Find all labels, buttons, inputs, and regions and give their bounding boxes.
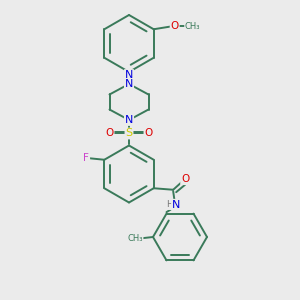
Text: N: N	[125, 115, 133, 125]
Text: CH₃: CH₃	[127, 234, 143, 243]
Text: N: N	[125, 79, 133, 89]
Text: O: O	[171, 21, 179, 31]
Text: CH₃: CH₃	[185, 22, 200, 31]
Text: N: N	[125, 70, 133, 80]
Text: F: F	[83, 153, 89, 163]
Text: H: H	[166, 200, 173, 209]
Text: O: O	[181, 174, 189, 184]
Text: S: S	[125, 128, 133, 139]
Text: O: O	[105, 128, 114, 139]
Text: O: O	[144, 128, 153, 139]
Text: N: N	[172, 200, 180, 210]
